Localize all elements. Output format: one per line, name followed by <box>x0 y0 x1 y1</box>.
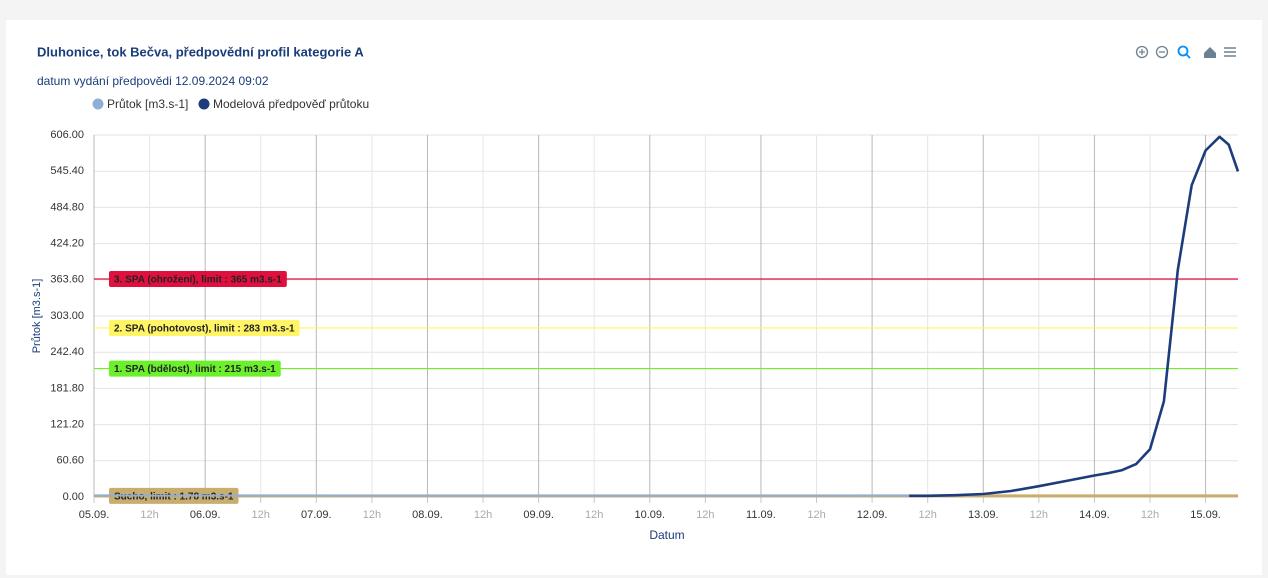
threshold-label-bg <box>109 270 287 287</box>
x-tick-label: 10.09. <box>634 509 665 521</box>
threshold-tag: 3. SPA (ohrožení), limit : 365 m3.s-1 <box>109 270 287 287</box>
y-tick-label: 303.00 <box>50 310 84 322</box>
threshold-tag: 2. SPA (pohotovost), limit : 283 m3.s-1 <box>109 319 300 336</box>
threshold-label: 1. SPA (bdělost), limit : 215 m3.s-1 <box>114 364 276 375</box>
y-tick-label: 484.80 <box>50 201 84 213</box>
y-axis-title: Průtok [m3.s-1] <box>31 279 43 354</box>
y-tick-label: 121.20 <box>50 419 84 431</box>
x-tick-label: 12h <box>140 509 158 521</box>
x-tick-label: 12h <box>585 509 603 521</box>
x-tick-label: 12h <box>807 509 825 521</box>
x-tick-label: 07.09. <box>301 509 332 521</box>
threshold-label-bg <box>109 360 281 377</box>
legend-marker[interactable] <box>92 98 104 110</box>
x-tick-label: 14.09. <box>1079 509 1110 521</box>
toolbar <box>1135 45 1236 59</box>
x-tick-label: 09.09. <box>523 509 554 521</box>
x-tick-label: 12h <box>252 509 270 521</box>
x-tick-label: 11.09. <box>746 509 776 521</box>
x-tick-label: 05.09. <box>79 509 110 521</box>
chart-title: Dluhonice, tok Bečva, předpovědní profil… <box>37 44 364 59</box>
legend-marker[interactable] <box>198 98 210 110</box>
legend-label[interactable]: Průtok [m3.s-1] <box>107 97 188 111</box>
y-tick-label: 242.40 <box>50 346 84 358</box>
y-tick-label: 606.00 <box>50 129 84 141</box>
x-tick-label: 12h <box>919 509 937 521</box>
legend-label[interactable]: Modelová předpověď průtoku <box>213 97 369 111</box>
y-tick-label: 60.60 <box>56 455 84 467</box>
x-tick-label: 12h <box>1141 509 1159 521</box>
y-tick-label: 0.00 <box>63 491 84 503</box>
x-axis-title: Datum <box>649 528 684 542</box>
x-tick-label: 12h <box>696 509 714 521</box>
threshold-label: 3. SPA (ohrožení), limit : 365 m3.s-1 <box>114 275 282 286</box>
zoom-out[interactable] <box>1155 45 1169 59</box>
home[interactable] <box>1204 47 1216 58</box>
y-tick-label: 181.80 <box>50 382 84 394</box>
x-tick-label: 12h <box>363 509 381 521</box>
y-tick-label: 424.20 <box>50 238 84 250</box>
threshold-tag: 1. SPA (bdělost), limit : 215 m3.s-1 <box>109 360 281 377</box>
series-line <box>909 135 1240 498</box>
threshold-label: Sucho, limit : 1.78 m3.s-1 <box>114 492 234 503</box>
y-tick-label: 363.60 <box>50 274 84 286</box>
x-tick-label: 08.09. <box>412 509 443 521</box>
x-tick-label: 06.09. <box>190 509 221 521</box>
menu[interactable] <box>1224 47 1236 57</box>
x-tick-label: 12.09. <box>857 509 888 521</box>
threshold-label: 2. SPA (pohotovost), limit : 283 m3.s-1 <box>114 324 295 335</box>
x-tick-label: 15.09. <box>1190 509 1221 521</box>
zoom-in[interactable] <box>1135 45 1149 59</box>
chart-subtitle: datum vydání předpovědi 12.09.2024 09:02 <box>37 74 269 88</box>
zoom-select[interactable] <box>1177 45 1191 59</box>
threshold-label-bg <box>109 319 300 336</box>
x-tick-label: 13.09. <box>968 509 999 521</box>
x-tick-label: 12h <box>1030 509 1048 521</box>
y-tick-label: 545.40 <box>50 165 84 177</box>
x-tick-label: 12h <box>474 509 492 521</box>
